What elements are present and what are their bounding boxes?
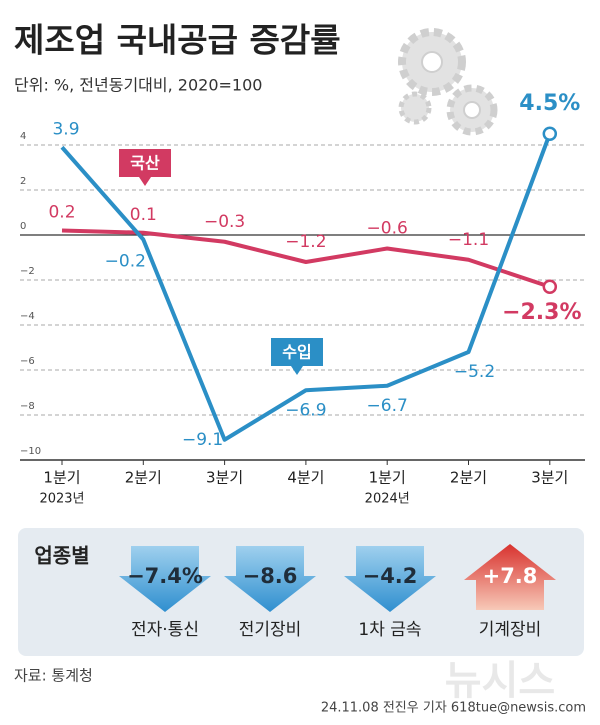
callout-box [271, 338, 323, 375]
industry-title: 업종별 [34, 544, 89, 568]
industry-arrow [344, 546, 436, 612]
industry-name: 전기장비 [239, 620, 302, 640]
data-label: −0.6 [367, 219, 408, 239]
industry-arrow [224, 546, 316, 612]
x-tick-label: 4분기 [287, 469, 324, 487]
industry-name: 전자·통신 [131, 620, 199, 640]
data-label: 3.9 [52, 119, 79, 139]
credit: 24.11.08 전진우 기자 618tue@newsis.com [321, 701, 586, 716]
y-tick-label: 2 [20, 176, 26, 187]
data-label: 4.5% [519, 91, 580, 116]
industry-value: −7.4% [127, 564, 203, 588]
data-label: −6.9 [285, 400, 326, 420]
chart-title: 제조업 국내공급 증감률 [14, 21, 341, 60]
industry-arrow [464, 544, 556, 610]
x-tick-label: 2분기 [450, 469, 487, 487]
y-tick-label: −2 [20, 266, 35, 277]
data-label: −9.1 [182, 430, 223, 450]
subtitle: 단위: %, 전년동기대비, 2020=100 [14, 76, 262, 95]
end-point [542, 126, 558, 141]
y-tick-label: −6 [20, 356, 35, 367]
industry-arrow [119, 546, 211, 612]
y-tick-label: −8 [20, 401, 35, 412]
data-label: 0.1 [130, 205, 157, 225]
year-label: 2024년 [365, 492, 410, 507]
x-tick-label: 2분기 [125, 469, 162, 487]
industry-value: +7.8 [483, 564, 538, 588]
x-tick-label: 1분기 [369, 469, 406, 487]
data-label: −5.2 [454, 362, 495, 382]
series-line [61, 228, 551, 289]
data-label: −0.2 [105, 252, 146, 272]
series-line [60, 133, 552, 442]
legend-label: 수입 [282, 343, 311, 362]
data-label: −2.3% [502, 300, 581, 325]
industry-value: −8.6 [243, 564, 298, 588]
industry-value: −4.2 [363, 564, 418, 588]
y-tick-label: −4 [20, 311, 35, 322]
y-tick-label: 0 [20, 221, 26, 232]
data-label: −0.3 [204, 212, 245, 232]
data-label: −6.7 [367, 396, 408, 416]
x-tick-label: 3분기 [206, 469, 243, 487]
data-label: −1.2 [285, 232, 326, 252]
year-label: 2023년 [39, 492, 84, 507]
end-point [542, 279, 558, 294]
gears [398, 28, 498, 136]
legend-label: 국산 [130, 154, 160, 173]
industry-name: 1차 금속 [358, 620, 421, 640]
x-tick-label: 3분기 [531, 469, 568, 487]
y-tick-label: −10 [20, 446, 41, 457]
watermark: 뉴시스 [445, 658, 555, 704]
industry-name: 기계장비 [479, 620, 542, 640]
y-tick-label: 4 [20, 131, 26, 142]
source: 자료: 통계청 [14, 667, 93, 685]
callout-box [119, 149, 171, 186]
data-label: 0.2 [48, 203, 75, 223]
x-tick-label: 1분기 [43, 469, 80, 487]
data-label: −1.1 [448, 230, 489, 250]
